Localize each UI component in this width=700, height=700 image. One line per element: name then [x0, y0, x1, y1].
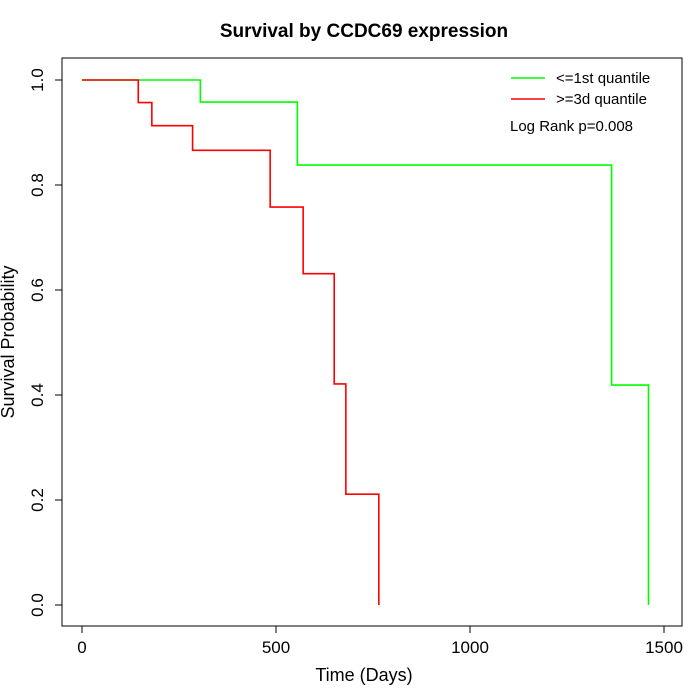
y-tick-label: 1.0 — [28, 68, 47, 92]
y-tick-label: 0.2 — [28, 488, 47, 512]
y-tick-label: 0.8 — [28, 173, 47, 197]
y-axis-label: Survival Probability — [0, 265, 18, 418]
y-tick-label: 0.6 — [28, 278, 47, 302]
x-tick-label: 1000 — [451, 638, 489, 657]
x-tick-label: 0 — [77, 638, 86, 657]
y-tick-label: 0.0 — [28, 593, 47, 617]
y-axis: 0.0 0.2 0.4 0.6 0.8 1.0 — [28, 68, 63, 617]
survival-curve-0 — [82, 79, 650, 605]
legend-label-0: <=1st quantile — [556, 70, 650, 87]
series-layer — [82, 79, 650, 605]
log-rank-annotation: Log Rank p=0.008 — [510, 118, 633, 135]
y-tick-label: 0.4 — [28, 383, 47, 407]
x-tick-label: 500 — [262, 638, 290, 657]
x-tick-label: 1500 — [645, 638, 683, 657]
x-axis: 0 500 1000 1500 — [77, 625, 683, 657]
plot-frame — [61, 57, 683, 627]
survival-curve-1 — [82, 79, 380, 605]
chart-title: Survival by CCDC69 expression — [220, 21, 508, 42]
legend-label-1: >=3d quantile — [556, 91, 647, 108]
x-axis-label: Time (Days) — [315, 665, 412, 685]
legend: <=1st quantile >=3d quantile — [511, 70, 650, 108]
